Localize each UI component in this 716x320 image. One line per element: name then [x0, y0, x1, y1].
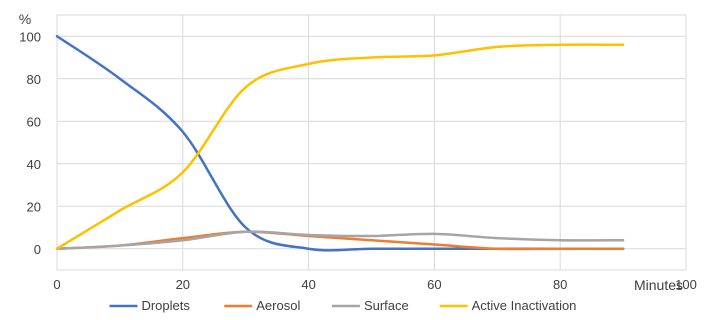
- y-tick-label: 80: [27, 72, 41, 87]
- series-line-surface: [55, 230, 625, 250]
- legend-label: Active Inactivation: [472, 298, 577, 313]
- legend-label: Surface: [364, 298, 409, 313]
- x-tick-label: 0: [53, 277, 60, 292]
- y-tick-label: 40: [27, 157, 41, 172]
- legend-item-surface: Surface: [331, 298, 409, 313]
- x-tick-label: 20: [176, 277, 190, 292]
- legend-label: Droplets: [141, 298, 190, 313]
- x-tick-label: 40: [301, 277, 315, 292]
- y-tick-label: 60: [27, 114, 41, 129]
- legend: Droplets Aerosol Surface Active Inactivatio…: [109, 298, 576, 313]
- series-lines: [55, 35, 625, 252]
- legend-item-aerosol: Aerosol: [224, 298, 300, 313]
- y-tick-label: 100: [19, 29, 41, 44]
- legend-label: Aerosol: [256, 298, 300, 313]
- legend-item-droplets: Droplets: [109, 298, 190, 313]
- y-axis-label: %: [19, 11, 31, 27]
- legend-item-active-inactivation: Active Inactivation: [439, 298, 577, 313]
- tick-labels: 0 20 40 60 80 100 0 20 40 60 80 100: [19, 29, 697, 292]
- x-tick-label: 80: [553, 277, 567, 292]
- series-line-active-inactivation: [55, 43, 625, 250]
- x-tick-label: 60: [427, 277, 441, 292]
- y-tick-label: 20: [27, 199, 41, 214]
- x-tick-label: 100: [675, 277, 697, 292]
- y-tick-label: 0: [34, 242, 41, 257]
- x-axis-label: Minutes: [634, 277, 683, 293]
